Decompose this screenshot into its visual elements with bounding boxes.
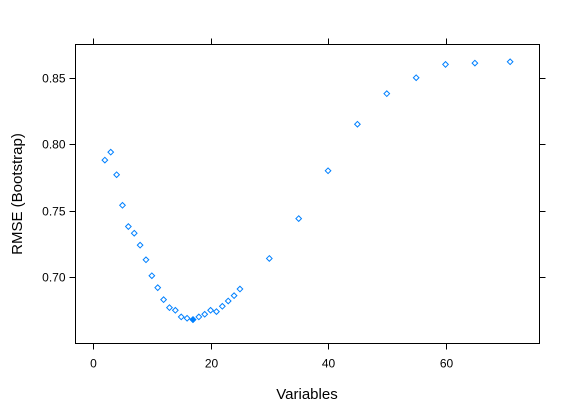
data-point (136, 241, 144, 249)
data-point-selected (189, 316, 197, 324)
data-point (124, 223, 132, 231)
data-point (118, 201, 126, 209)
data-point (201, 310, 209, 318)
x-axis-ticks: 0 20 40 60 (90, 38, 454, 371)
data-point (171, 306, 179, 314)
data-point (154, 284, 162, 292)
data-point (177, 313, 185, 321)
x-tick-label: 20 (205, 357, 219, 371)
y-tick-label: 0.85 (42, 72, 66, 86)
x-axis-title: Variables (276, 386, 337, 403)
data-point (113, 171, 121, 179)
data-point (212, 308, 220, 316)
data-point (224, 297, 232, 305)
data-point (265, 254, 273, 262)
x-tick-label: 0 (90, 357, 97, 371)
data-point (218, 302, 226, 310)
data-point (160, 296, 168, 304)
data-point (295, 215, 303, 223)
y-axis-title: RMSE (Bootstrap) (9, 133, 26, 255)
data-point (165, 304, 173, 312)
data-point (195, 313, 203, 321)
data-point (412, 74, 420, 82)
y-tick-label: 0.80 (42, 138, 66, 152)
data-point (324, 167, 332, 175)
data-point (236, 285, 244, 293)
data-point (506, 58, 514, 66)
y-tick-label: 0.75 (42, 205, 66, 219)
data-point (383, 90, 391, 98)
data-points (101, 58, 514, 324)
data-point (101, 156, 109, 164)
data-point (230, 292, 238, 300)
data-point (130, 229, 138, 237)
y-axis-ticks: 0.70 0.75 0.80 0.85 (42, 72, 546, 285)
data-point (107, 148, 115, 156)
data-point (207, 306, 215, 314)
data-point (353, 120, 361, 128)
data-point (183, 314, 191, 322)
data-point (142, 256, 150, 264)
data-point (442, 60, 450, 68)
x-tick-label: 40 (322, 357, 336, 371)
data-point (148, 272, 156, 280)
x-tick-label: 60 (440, 357, 454, 371)
y-tick-label: 0.70 (42, 271, 66, 285)
plot-panel (75, 44, 540, 344)
data-point (471, 59, 479, 67)
